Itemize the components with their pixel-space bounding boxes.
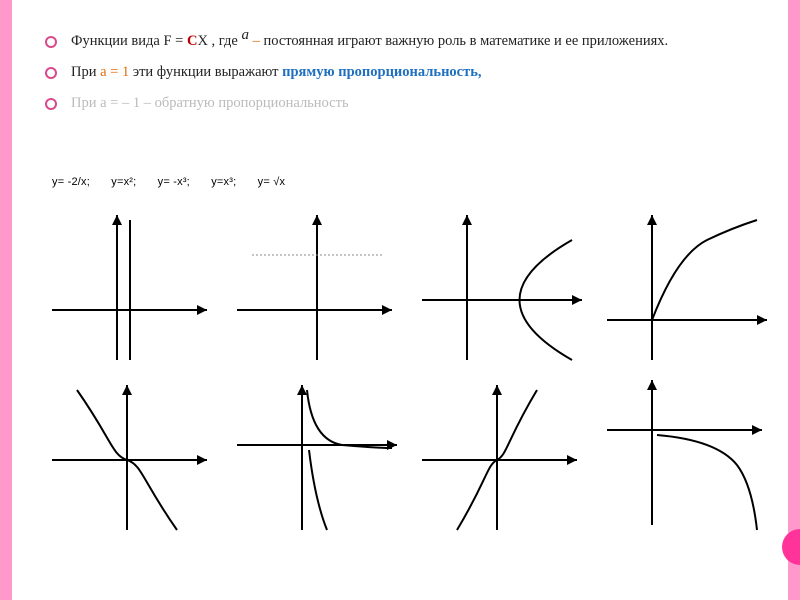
slide: Функции вида F = СX , где a – постоянная… bbox=[12, 0, 788, 600]
chart-7 bbox=[412, 370, 597, 540]
chart-5 bbox=[42, 370, 227, 540]
bullet-list: Функции вида F = СX , где a – постоянная… bbox=[67, 30, 748, 114]
chart-8 bbox=[597, 370, 782, 540]
bullet-3: При а = – 1 – обратную пропорциональност… bbox=[67, 92, 748, 114]
b2-mid: эти функции выражают bbox=[129, 64, 282, 80]
chart-2 bbox=[227, 200, 412, 370]
b3-text: При а = – 1 – обратную пропорциональност… bbox=[71, 95, 349, 111]
slide-outer: Функции вида F = СX , где a – постоянная… bbox=[0, 0, 800, 600]
b1-mid: , где bbox=[208, 33, 242, 49]
chart-1 bbox=[42, 200, 227, 370]
chart-3 bbox=[412, 200, 597, 370]
legend-3: y= -x³; bbox=[158, 176, 190, 188]
legend-5: y= √x bbox=[258, 176, 286, 188]
b1-dash: – bbox=[253, 33, 260, 49]
chart-6 bbox=[227, 370, 412, 540]
legend-2: y=x²; bbox=[111, 176, 136, 188]
b2-pre: При bbox=[71, 64, 100, 80]
legend: y= -2/x; y=x²; y= -x³; y=x³; y= √x bbox=[52, 176, 303, 188]
b2-orange: а = 1 bbox=[100, 64, 129, 80]
charts-grid bbox=[42, 200, 782, 540]
bullet-2: При а = 1 эти функции выражают прямую пр… bbox=[67, 61, 748, 83]
chart-row-2 bbox=[42, 370, 782, 540]
b1-c: С bbox=[187, 33, 197, 49]
b2-blue: прямую пропорциональность, bbox=[282, 64, 481, 80]
b1-pre: Функции вида F = bbox=[71, 33, 187, 49]
legend-4: y=x³; bbox=[211, 176, 236, 188]
bullet-1: Функции вида F = СX , где a – постоянная… bbox=[67, 30, 748, 53]
chart-4 bbox=[597, 200, 782, 370]
legend-1: y= -2/x; bbox=[52, 176, 90, 188]
b1-post: постоянная играют важную роль в математи… bbox=[260, 33, 668, 49]
chart-row-1 bbox=[42, 200, 782, 370]
b1-sup: a bbox=[241, 27, 249, 43]
b1-x: X bbox=[197, 33, 207, 49]
